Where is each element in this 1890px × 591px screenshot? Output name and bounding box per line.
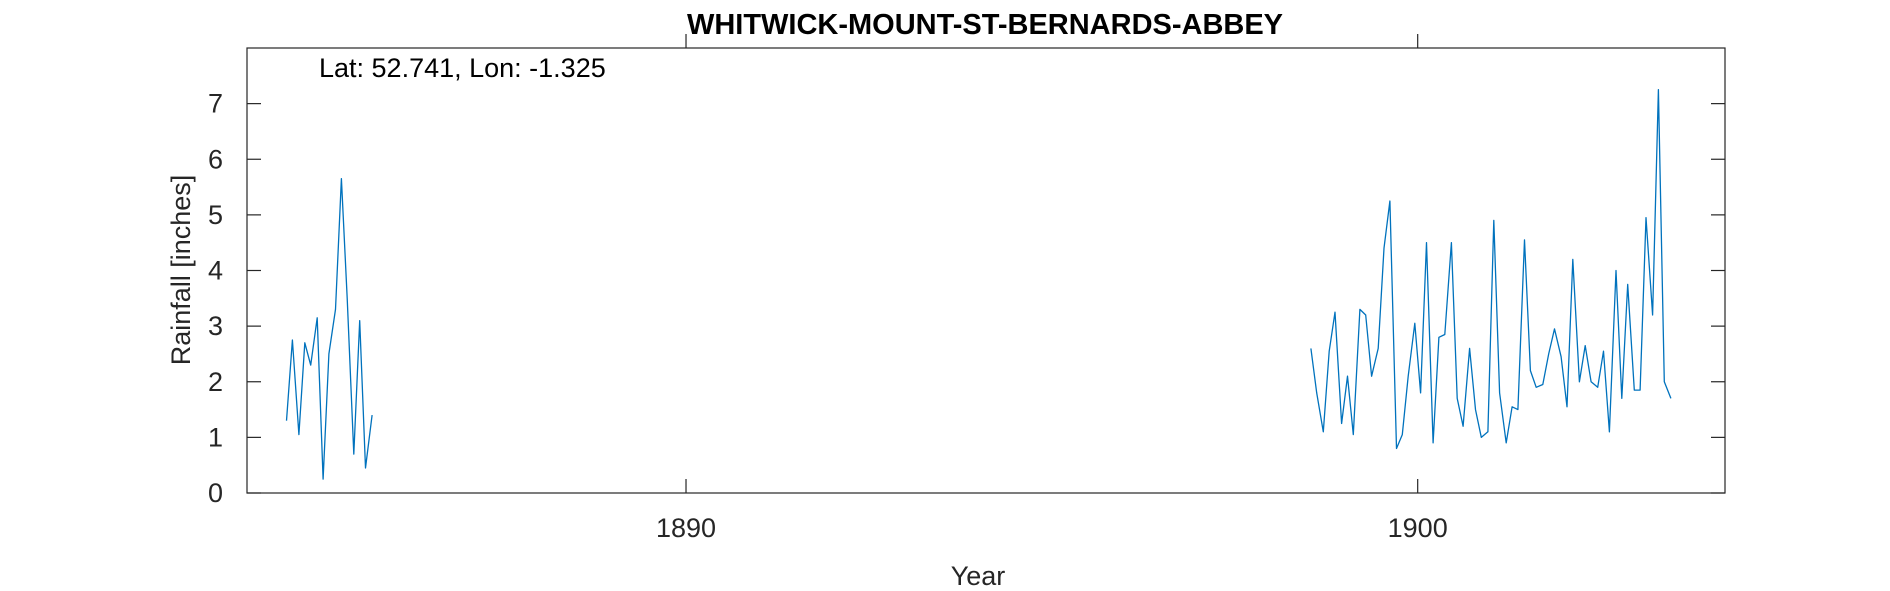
y-tick-labels: 0 1 2 3 4 5 6 7 bbox=[208, 89, 223, 508]
y-tick-label: 6 bbox=[208, 144, 223, 174]
rainfall-series-line bbox=[1310, 89, 1672, 450]
location-annotation: Lat: 52.741, Lon: -1.325 bbox=[319, 53, 606, 83]
y-tick-label: 0 bbox=[208, 478, 223, 508]
axis-ticks bbox=[247, 34, 1725, 494]
y-tick-label: 2 bbox=[208, 367, 223, 397]
y-tick-label: 4 bbox=[208, 256, 223, 286]
x-axis-label: Year bbox=[951, 561, 1006, 591]
series-lines bbox=[285, 89, 1672, 480]
y-axis-label: Rainfall [inches] bbox=[166, 175, 196, 366]
y-tick-label: 3 bbox=[208, 311, 223, 341]
x-tick-labels: 1890 1900 bbox=[656, 513, 1448, 543]
plot-area bbox=[246, 47, 1726, 494]
x-tick-label: 1890 bbox=[656, 513, 716, 543]
x-tick-label: 1900 bbox=[1388, 513, 1448, 543]
chart-title: WHITWICK-MOUNT-ST-BERNARDS-ABBEY bbox=[687, 9, 1283, 41]
y-tick-label: 7 bbox=[208, 89, 223, 119]
y-tick-label: 5 bbox=[208, 200, 223, 230]
y-tick-label: 1 bbox=[208, 422, 223, 452]
rainfall-series-line bbox=[285, 178, 373, 480]
